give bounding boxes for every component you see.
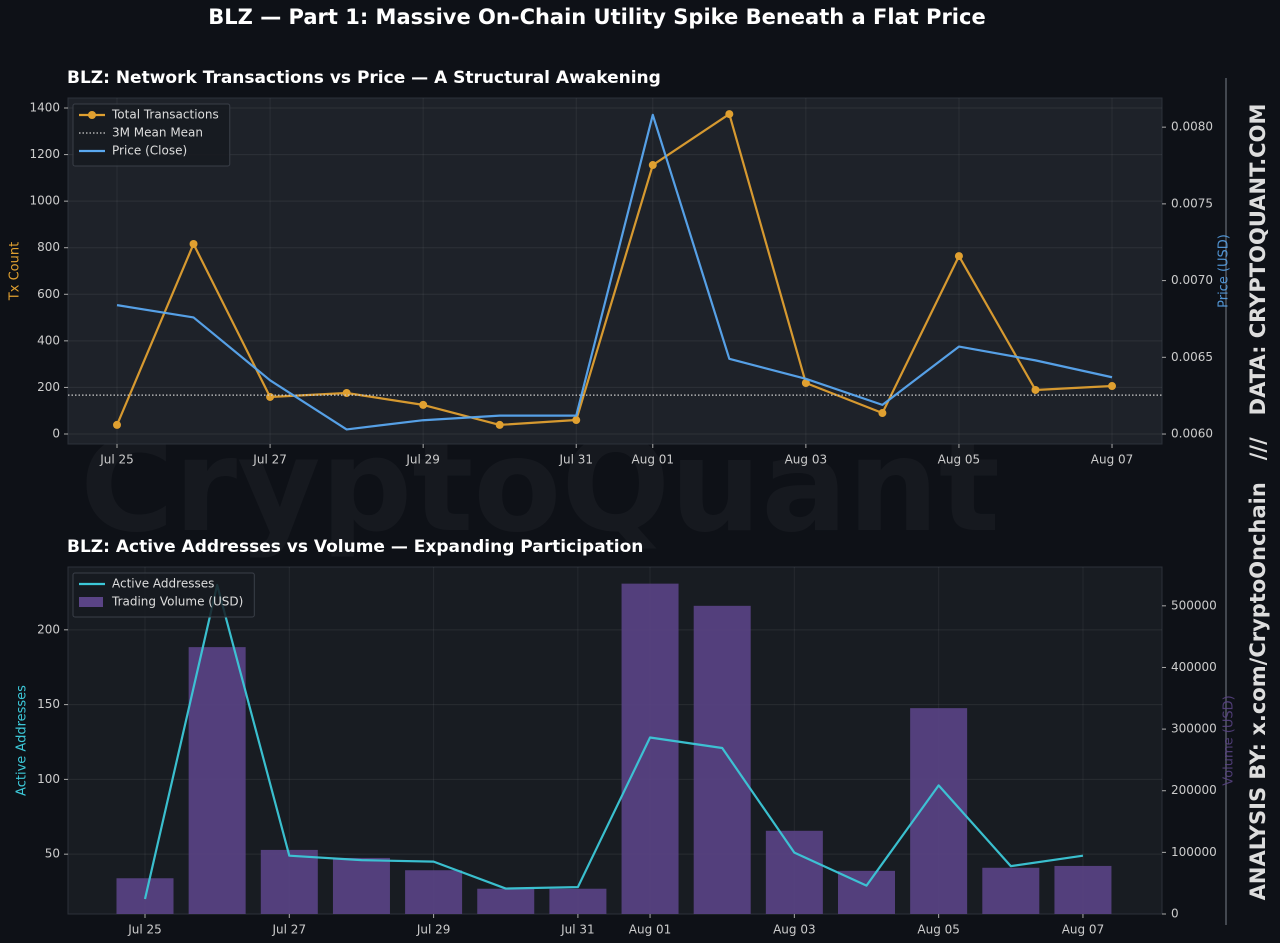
- x-tick-label: Aug 01: [629, 923, 672, 937]
- legend-label: Trading Volume (USD): [111, 595, 243, 609]
- y2-tick-label: 0: [1171, 907, 1179, 921]
- bar: [693, 605, 751, 914]
- point: [113, 420, 121, 429]
- y2-axis-label: Volume (USD): [1222, 695, 1237, 785]
- x-tick-label: Jul 27: [252, 453, 287, 467]
- y2-axis-label: Price (USD): [1217, 234, 1232, 308]
- x-tick-label: Jul 29: [405, 453, 440, 467]
- y-tick-label: 200: [37, 380, 60, 394]
- x-tick-label: Jul 25: [99, 453, 134, 467]
- series-line: [115, 112, 1113, 427]
- x-tick-label: Jul 27: [272, 923, 307, 937]
- y-tick-label: 1200: [29, 147, 60, 161]
- side-credit: ANALYSIS BY: x.com/CryptoOnchain /// DAT…: [1246, 104, 1270, 901]
- bar: [477, 888, 535, 914]
- point: [189, 239, 198, 248]
- x-tick-label: Aug 05: [938, 453, 981, 467]
- y-tick-label: 0: [52, 426, 60, 440]
- x-tick-label: Jul 31: [558, 453, 593, 467]
- point: [495, 420, 504, 429]
- y-tick-label: 600: [37, 287, 60, 301]
- legend-swatch: [79, 597, 103, 607]
- x-tick-label: Aug 03: [785, 453, 828, 467]
- y-tick-label: 150: [37, 697, 60, 711]
- y2-tick-label: 0.0080: [1171, 120, 1213, 134]
- chart-title: BLZ: Active Addresses vs Volume — Expand…: [67, 537, 643, 557]
- plot-area: [67, 566, 1163, 915]
- y-axis-label: Tx Count: [8, 242, 23, 301]
- legend-marker: [88, 111, 96, 119]
- point: [419, 400, 428, 409]
- bar: [1054, 865, 1112, 914]
- legend-label: Price (Close): [112, 144, 187, 158]
- series-line: [143, 583, 1084, 900]
- point: [954, 252, 963, 261]
- y-axis-label: Active Addresses: [15, 685, 30, 796]
- y2-tick-label: 100000: [1171, 845, 1217, 859]
- y-tick-label: 800: [37, 240, 60, 254]
- y2-tick-label: 300000: [1171, 722, 1217, 736]
- y-tick-label: 50: [45, 847, 60, 861]
- figure-title: BLZ — Part 1: Massive On-Chain Utility S…: [208, 5, 985, 29]
- legend-label: Active Addresses: [112, 577, 214, 591]
- x-tick-label: Jul 29: [416, 923, 451, 937]
- point: [1031, 385, 1040, 394]
- x-tick-label: Aug 05: [917, 923, 960, 937]
- bar: [549, 888, 607, 914]
- y2-tick-label: 0.0070: [1171, 273, 1213, 287]
- point: [342, 389, 351, 398]
- bar: [260, 849, 318, 914]
- y2-tick-label: 200000: [1171, 783, 1217, 797]
- point: [266, 392, 275, 401]
- point: [801, 378, 810, 387]
- bar: [332, 857, 390, 914]
- legend-box: [72, 103, 231, 167]
- y2-tick-label: 400000: [1171, 660, 1217, 674]
- x-tick-label: Jul 25: [127, 923, 162, 937]
- y-tick-label: 1400: [29, 101, 60, 115]
- x-tick-label: Aug 07: [1091, 453, 1134, 467]
- x-tick-label: Aug 03: [773, 923, 816, 937]
- y-tick-label: 200: [37, 622, 60, 636]
- point: [725, 110, 734, 119]
- legend-box: [72, 572, 255, 618]
- point: [1108, 382, 1117, 391]
- y-tick-label: 1000: [29, 194, 60, 208]
- bar: [405, 870, 463, 914]
- x-tick-label: Aug 07: [1062, 923, 1105, 937]
- legend-label: 3M Mean Mean: [112, 126, 203, 140]
- y2-tick-label: 500000: [1171, 598, 1217, 612]
- bar: [621, 583, 679, 914]
- series-line: [116, 113, 1113, 431]
- y2-tick-label: 0.0075: [1171, 196, 1213, 210]
- x-tick-label: Aug 01: [632, 453, 675, 467]
- point: [572, 416, 581, 425]
- bar: [982, 867, 1040, 914]
- legend: Total Transactions 3M Mean Mean Price (Clo…: [72, 103, 231, 167]
- y-tick-label: 400: [37, 333, 60, 347]
- y-tick-label: 100: [37, 772, 60, 786]
- chart-title: BLZ: Network Transactions vs Price — A S…: [67, 68, 661, 88]
- legend-label: Total Transactions: [111, 108, 219, 122]
- point: [648, 161, 657, 170]
- bar: [765, 830, 823, 914]
- point: [878, 409, 887, 418]
- bar: [188, 647, 246, 914]
- y2-tick-label: 0.0065: [1171, 350, 1213, 364]
- legend: Active Addresses Trading Volume (USD): [72, 572, 255, 618]
- plot-area: [67, 97, 1163, 445]
- y2-tick-label: 0.0060: [1171, 427, 1213, 441]
- x-tick-label: Jul 31: [560, 923, 595, 937]
- bar: [910, 708, 968, 914]
